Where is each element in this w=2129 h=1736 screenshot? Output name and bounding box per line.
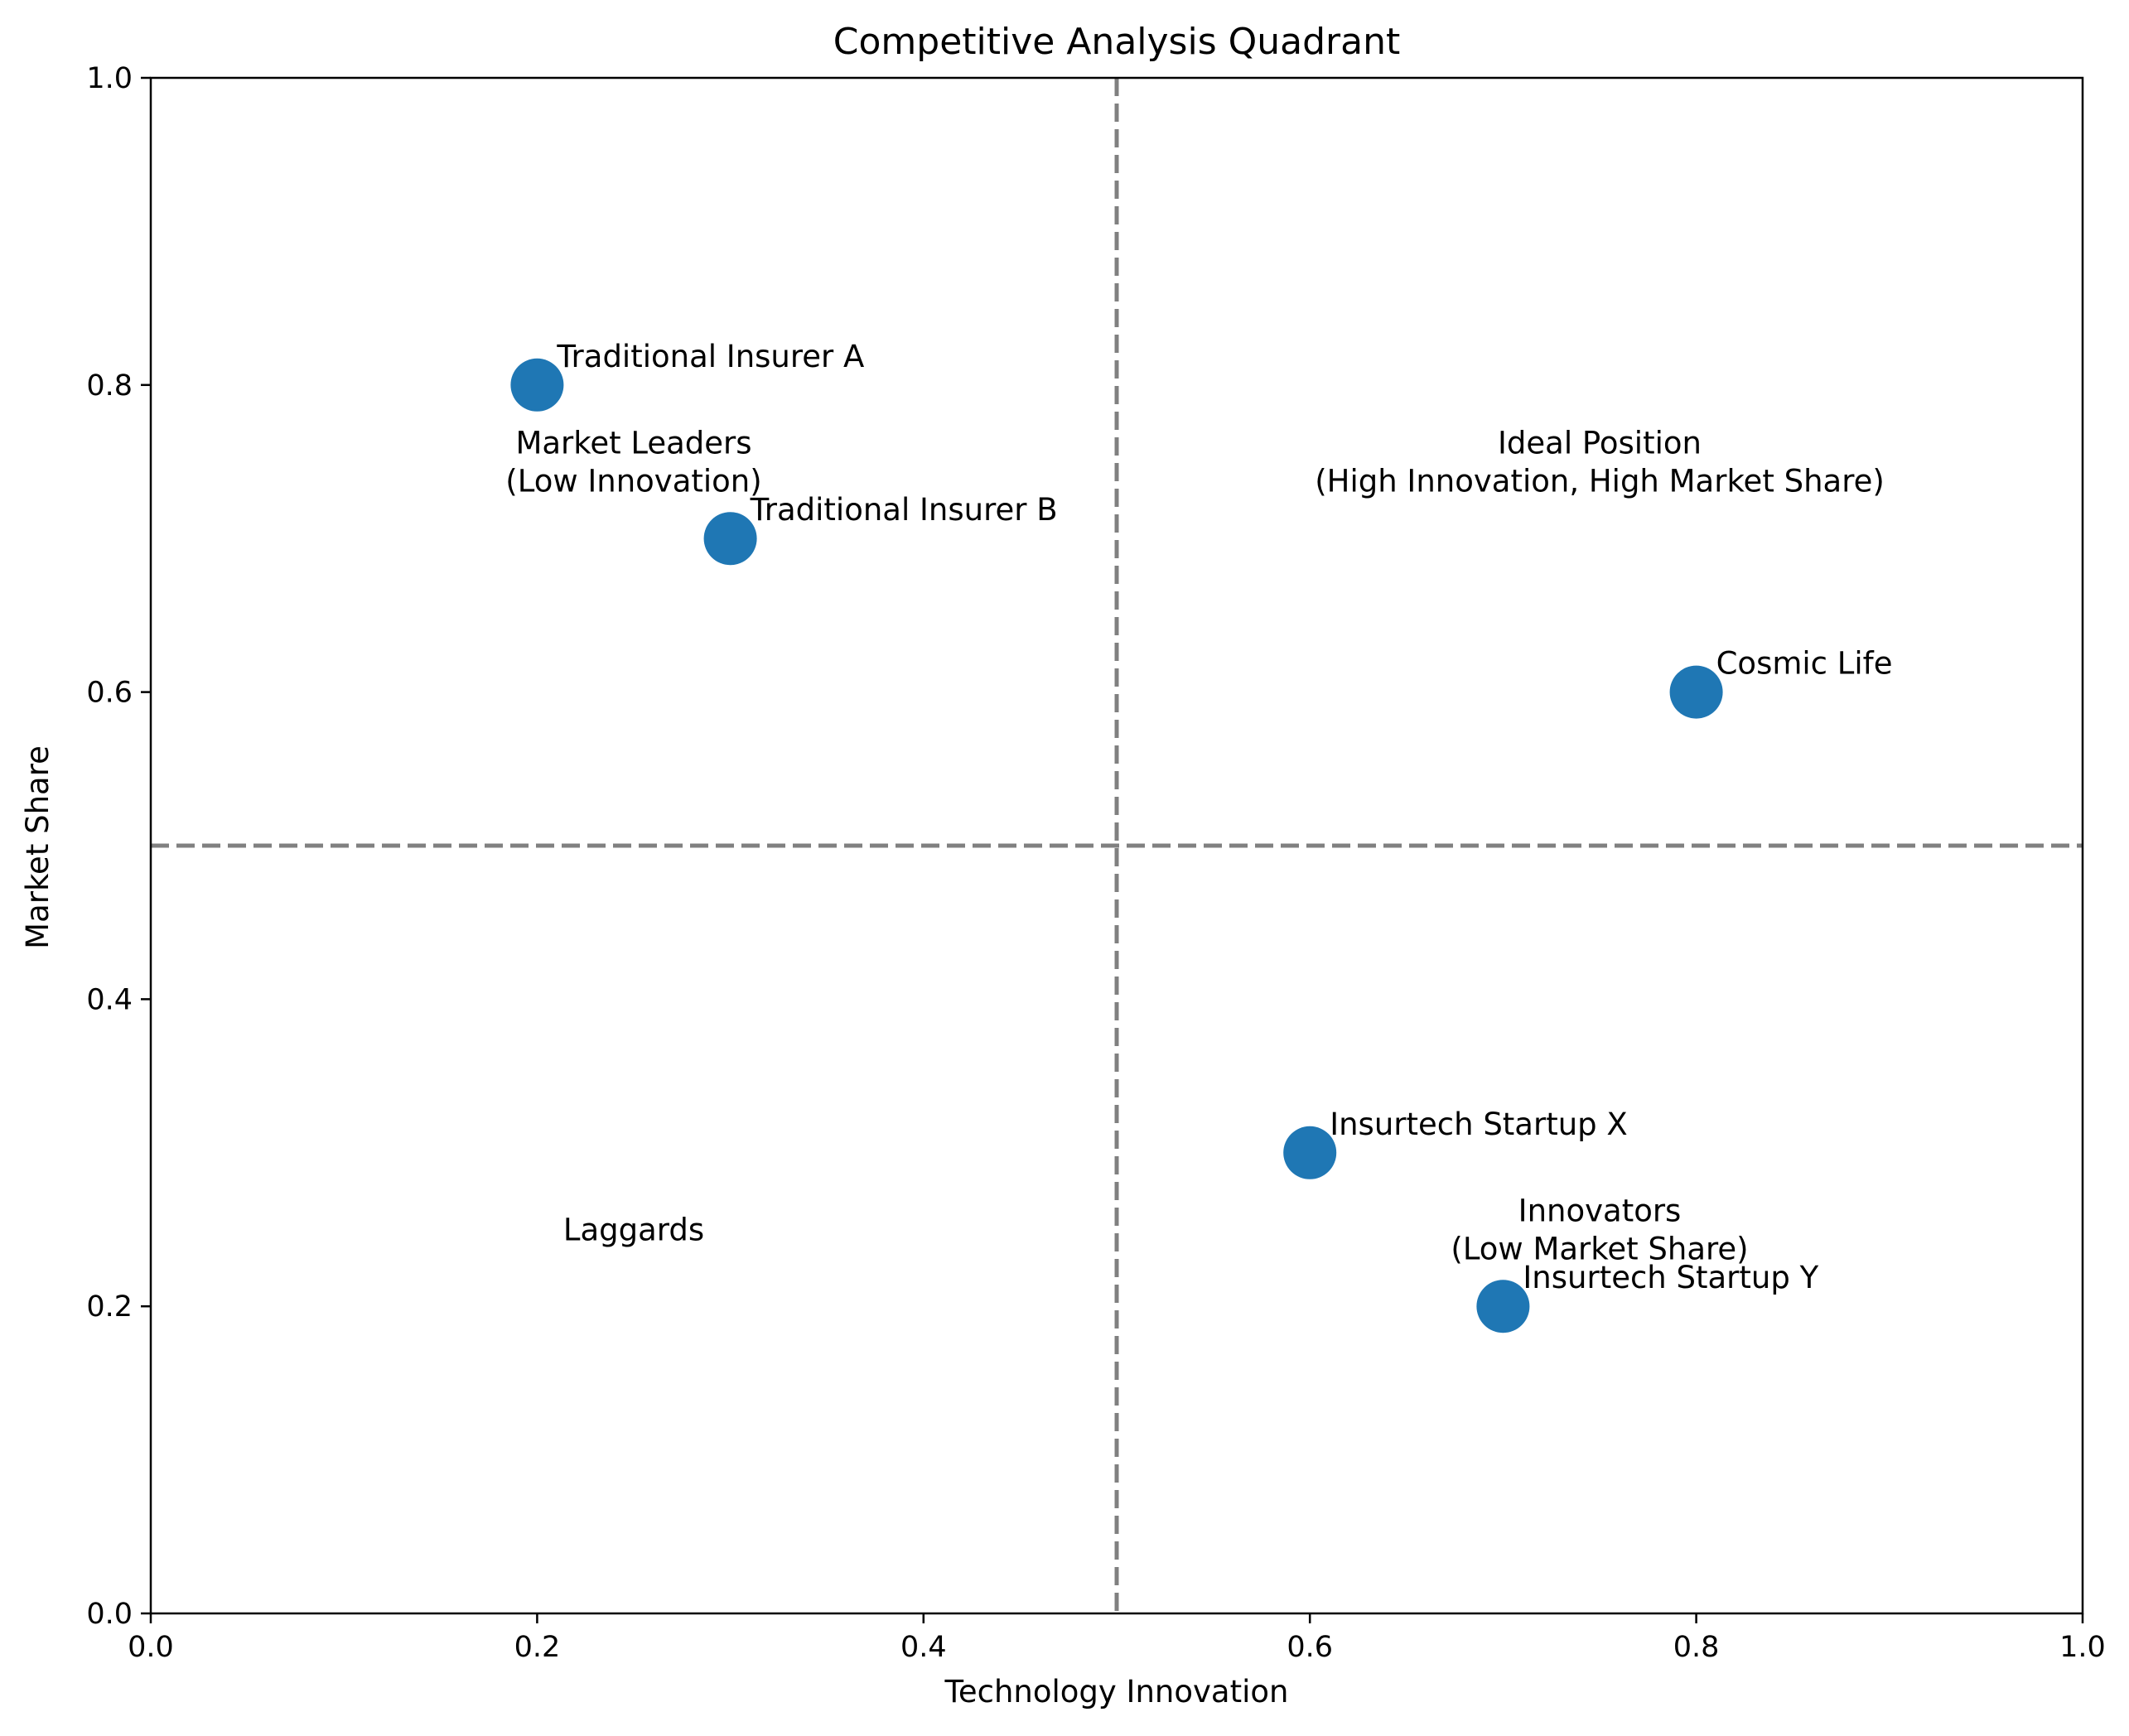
quadrant-label: Innovators	[1518, 1194, 1682, 1229]
quadrant-label: (Low Innovation)	[505, 464, 761, 499]
data-point	[1476, 1280, 1530, 1333]
data-point	[510, 358, 564, 412]
quadrant-label: (High Innovation, High Market Share)	[1315, 464, 1885, 499]
point-label: Traditional Insurer A	[556, 339, 864, 374]
y-tick-label: 0.6	[86, 677, 133, 710]
y-axis-label: Market Share	[20, 745, 56, 949]
y-tick-label: 0.0	[86, 1598, 133, 1631]
y-tick-label: 0.8	[86, 369, 133, 403]
y-tick-label: 0.2	[86, 1290, 133, 1324]
quadrant-label: (Low Market Share)	[1451, 1232, 1748, 1267]
y-tick-label: 0.4	[86, 983, 133, 1016]
point-label: Insurtech Startup Y	[1523, 1260, 1818, 1295]
data-point	[1669, 665, 1723, 719]
y-tick-label: 1.0	[86, 62, 133, 95]
data-point	[703, 512, 757, 566]
x-tick-label: 0.0	[128, 1631, 174, 1664]
x-tick-label: 1.0	[2059, 1631, 2106, 1664]
point-label: Cosmic Life	[1716, 646, 1893, 682]
chart-title: Competitive Analysis Quadrant	[833, 21, 1400, 63]
quadrant-label: Ideal Position	[1498, 426, 1702, 461]
x-tick-label: 0.2	[514, 1631, 561, 1664]
quadrant-label: Laggards	[563, 1213, 704, 1248]
quadrant-label: Market Leaders	[515, 426, 751, 461]
point-label: Traditional Insurer B	[750, 492, 1058, 528]
x-tick-label: 0.8	[1673, 1631, 1720, 1664]
point-label: Insurtech Startup X	[1330, 1107, 1628, 1142]
x-axis-label: Technology Innovation	[944, 1674, 1289, 1709]
plot-frame	[149, 76, 2084, 1615]
x-tick-label: 0.4	[900, 1631, 947, 1664]
x-tick-label: 0.6	[1287, 1631, 1333, 1664]
data-point	[1283, 1126, 1337, 1179]
